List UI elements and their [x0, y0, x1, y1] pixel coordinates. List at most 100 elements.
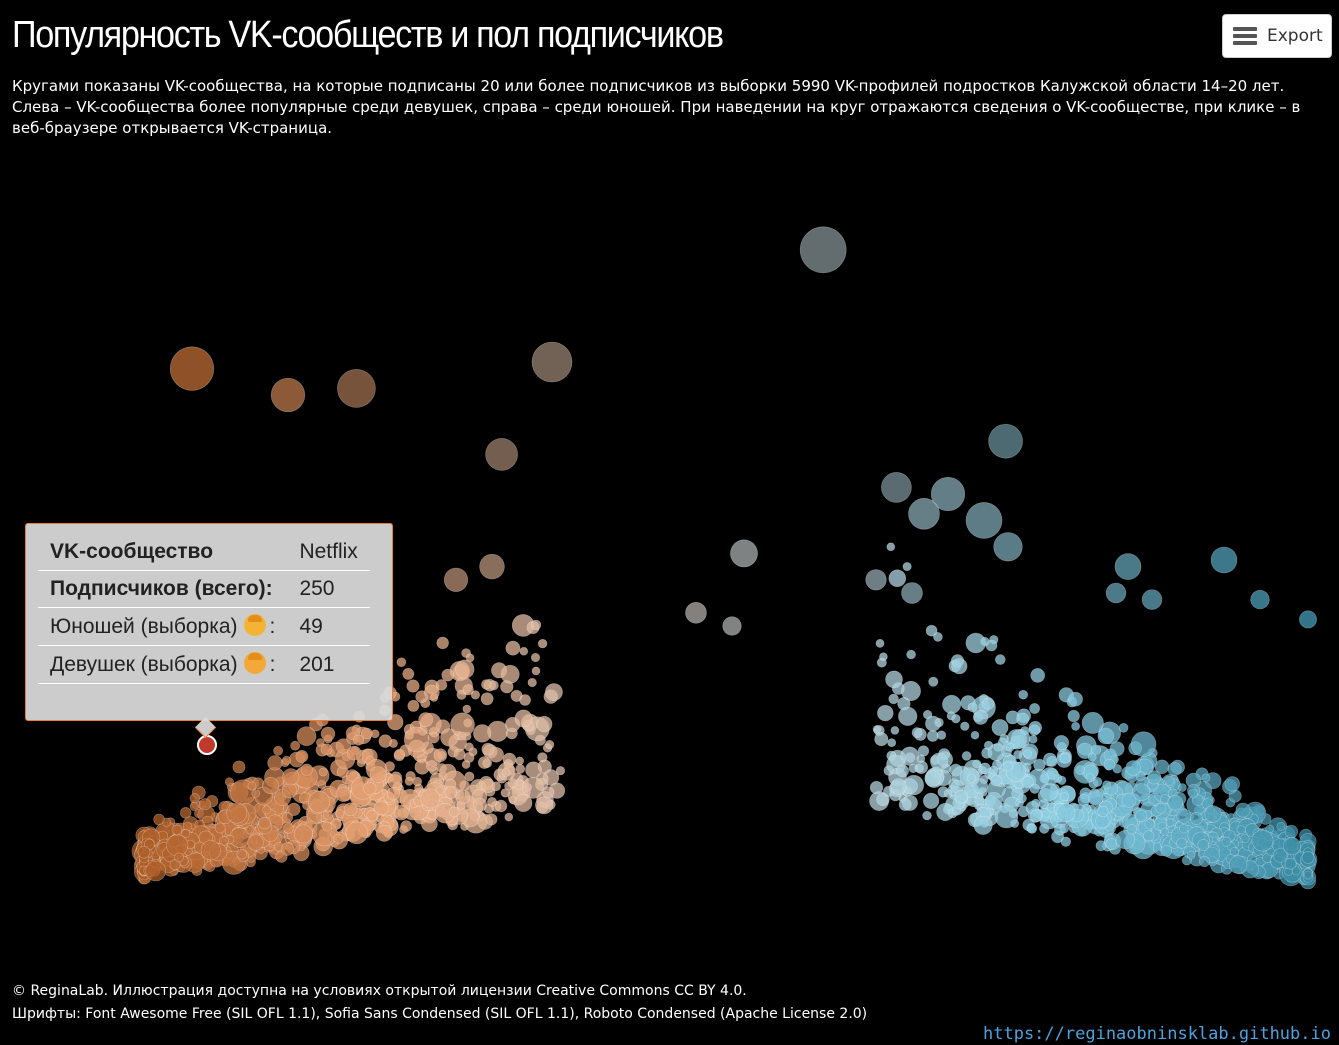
community-bubble[interactable] — [530, 652, 541, 663]
community-bubble[interactable] — [906, 649, 916, 660]
community-bubble[interactable] — [198, 798, 211, 811]
community-bubble[interactable] — [378, 734, 392, 748]
community-bubble[interactable] — [1067, 709, 1080, 723]
community-bubble[interactable] — [1284, 824, 1298, 839]
community-bubble[interactable] — [1003, 761, 1014, 772]
community-bubble[interactable] — [1059, 752, 1071, 764]
community-bubble[interactable] — [519, 694, 531, 706]
community-bubble[interactable] — [426, 760, 438, 772]
community-bubble[interactable] — [169, 859, 181, 871]
community-bubble[interactable] — [730, 539, 758, 568]
community-bubble[interactable] — [1303, 870, 1313, 880]
community-bubble[interactable] — [535, 796, 554, 815]
community-bubble[interactable] — [1087, 752, 1097, 762]
community-bubble[interactable] — [1038, 799, 1049, 809]
community-bubble[interactable] — [1118, 722, 1129, 733]
community-bubble[interactable] — [1053, 735, 1069, 751]
community-bubble[interactable] — [1097, 727, 1115, 745]
community-bubble[interactable] — [1135, 771, 1146, 782]
community-bubble[interactable] — [412, 776, 422, 787]
community-bubble[interactable] — [402, 668, 415, 680]
community-bubble[interactable] — [267, 755, 283, 771]
community-bubble[interactable] — [353, 734, 365, 746]
community-bubble[interactable] — [1132, 783, 1151, 802]
community-bubble[interactable] — [984, 791, 1003, 810]
community-bubble[interactable] — [960, 721, 970, 731]
community-bubble[interactable] — [994, 805, 1019, 829]
community-bubble[interactable] — [504, 812, 514, 822]
community-bubble[interactable] — [1201, 773, 1211, 783]
community-bubble[interactable] — [926, 730, 939, 742]
community-bubble[interactable] — [345, 821, 368, 845]
community-bubble[interactable] — [1240, 833, 1250, 843]
community-bubble[interactable] — [333, 833, 344, 845]
community-bubble[interactable] — [1160, 827, 1170, 837]
community-bubble[interactable] — [270, 377, 306, 413]
community-bubble[interactable] — [281, 811, 294, 824]
community-bubble[interactable] — [1060, 836, 1071, 847]
community-bubble[interactable] — [973, 710, 989, 725]
community-bubble[interactable] — [982, 697, 995, 710]
community-bubble[interactable] — [515, 764, 526, 774]
community-bubble[interactable] — [464, 771, 475, 782]
community-bubble[interactable] — [300, 763, 313, 776]
community-bubble[interactable] — [335, 786, 351, 802]
community-bubble[interactable] — [1164, 775, 1175, 786]
community-bubble[interactable] — [1235, 802, 1251, 818]
community-bubble[interactable] — [1029, 703, 1040, 714]
community-bubble[interactable] — [335, 809, 345, 819]
community-bubble[interactable] — [137, 845, 151, 859]
community-bubble[interactable] — [281, 782, 298, 799]
community-bubble[interactable] — [515, 756, 525, 766]
community-bubble[interactable] — [1018, 689, 1029, 700]
community-bubble[interactable] — [346, 769, 359, 782]
community-bubble[interactable] — [1155, 802, 1167, 814]
community-bubble[interactable] — [282, 755, 292, 765]
community-bubble[interactable] — [375, 824, 393, 842]
community-bubble[interactable] — [890, 778, 907, 795]
community-bubble[interactable] — [988, 423, 1023, 459]
community-bubble[interactable] — [441, 668, 455, 682]
community-bubble[interactable] — [1299, 610, 1317, 629]
community-bubble[interactable] — [448, 806, 460, 818]
community-bubble[interactable] — [961, 751, 972, 761]
community-bubble[interactable] — [1189, 811, 1203, 825]
community-bubble[interactable] — [930, 476, 966, 512]
community-bubble[interactable] — [1075, 765, 1086, 775]
community-bubble[interactable] — [1236, 825, 1246, 835]
community-bubble[interactable] — [1229, 847, 1239, 856]
community-bubble[interactable] — [1059, 791, 1069, 802]
community-bubble[interactable] — [293, 824, 313, 844]
community-bubble[interactable] — [171, 824, 183, 836]
community-bubble[interactable] — [970, 730, 980, 740]
community-bubble[interactable] — [1017, 793, 1027, 804]
community-bubble[interactable] — [1092, 777, 1103, 787]
community-bubble[interactable] — [1284, 857, 1297, 870]
community-bubble[interactable] — [946, 711, 956, 721]
community-bubble[interactable] — [1167, 762, 1182, 777]
community-bubble[interactable] — [320, 743, 333, 756]
community-bubble[interactable] — [396, 657, 407, 668]
community-bubble[interactable] — [901, 582, 923, 604]
community-bubble[interactable] — [922, 792, 940, 809]
community-bubble[interactable] — [928, 676, 939, 687]
community-bubble[interactable] — [933, 632, 943, 642]
community-bubble[interactable] — [386, 786, 401, 801]
community-bubble[interactable] — [214, 822, 226, 834]
community-bubble[interactable] — [902, 562, 912, 572]
community-bubble[interactable] — [247, 781, 257, 791]
community-bubble[interactable] — [1126, 824, 1137, 835]
community-bubble[interactable] — [318, 767, 328, 777]
community-bubble[interactable] — [166, 834, 189, 857]
community-bubble[interactable] — [991, 719, 1009, 736]
community-bubble[interactable] — [461, 760, 471, 769]
community-bubble[interactable] — [1105, 838, 1118, 850]
community-bubble[interactable] — [1250, 589, 1270, 610]
community-bubble[interactable] — [1005, 710, 1020, 725]
community-bubble[interactable] — [983, 740, 994, 751]
community-bubble[interactable] — [296, 726, 317, 747]
community-bubble[interactable] — [1095, 840, 1107, 852]
community-bubble[interactable] — [1029, 809, 1043, 822]
community-bubble[interactable] — [1143, 830, 1155, 842]
community-bubble[interactable] — [925, 624, 938, 637]
